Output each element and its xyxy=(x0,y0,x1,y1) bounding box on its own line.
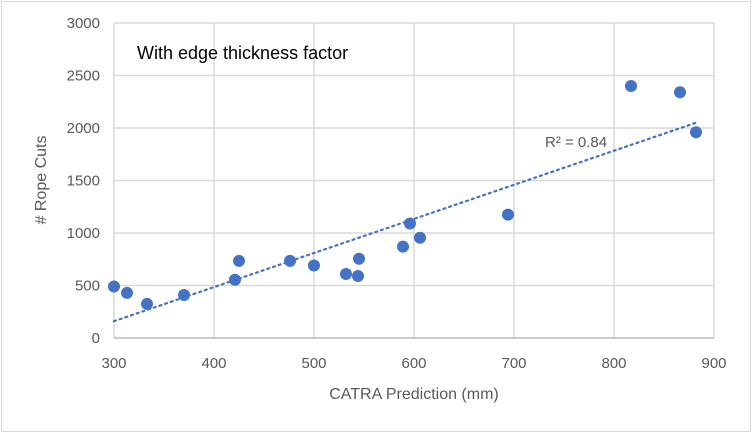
y-tick-label: 500 xyxy=(75,278,100,295)
data-point xyxy=(284,254,296,267)
data-point xyxy=(233,254,245,267)
x-tick-label: 400 xyxy=(201,355,226,372)
x-tick-label: 700 xyxy=(501,355,526,372)
y-tick-label: 1000 xyxy=(67,225,100,242)
x-tick-label: 600 xyxy=(401,355,426,372)
r-squared-label: R² = 0.84 xyxy=(545,134,607,151)
data-point xyxy=(414,231,426,244)
chart-title: With edge thickness factor xyxy=(137,43,348,63)
data-point xyxy=(178,288,190,301)
data-point xyxy=(352,270,364,283)
data-point xyxy=(141,297,153,310)
y-tick-label: 1500 xyxy=(67,173,100,190)
data-point xyxy=(674,86,686,99)
y-tick-label: 2000 xyxy=(67,120,100,137)
data-point xyxy=(340,267,352,280)
data-point xyxy=(397,240,409,253)
x-tick-labels: 300 400 500 600 700 800 900 xyxy=(101,355,726,372)
data-point xyxy=(502,208,514,221)
data-points xyxy=(108,80,702,310)
x-tick-label: 500 xyxy=(301,355,326,372)
x-axis-title: CATRA Prediction (mm) xyxy=(329,386,499,403)
y-tick-label: 0 xyxy=(92,330,100,347)
data-point xyxy=(229,273,241,286)
data-point xyxy=(121,286,133,299)
data-point xyxy=(353,252,365,265)
data-point xyxy=(404,217,416,230)
x-tick-label: 900 xyxy=(701,355,726,372)
y-tick-label: 3000 xyxy=(67,15,100,32)
data-point xyxy=(308,259,320,272)
x-tick-label: 300 xyxy=(101,355,126,372)
y-tick-label: 2500 xyxy=(67,68,100,85)
y-tick-labels: 0 500 1000 1500 2000 2500 3000 xyxy=(67,15,100,347)
data-point xyxy=(690,126,702,139)
y-axis-title: # Rope Cuts xyxy=(33,136,50,225)
data-point xyxy=(625,80,637,92)
gridlines xyxy=(113,22,715,339)
data-point xyxy=(108,280,120,293)
x-tick-label: 800 xyxy=(601,355,626,372)
